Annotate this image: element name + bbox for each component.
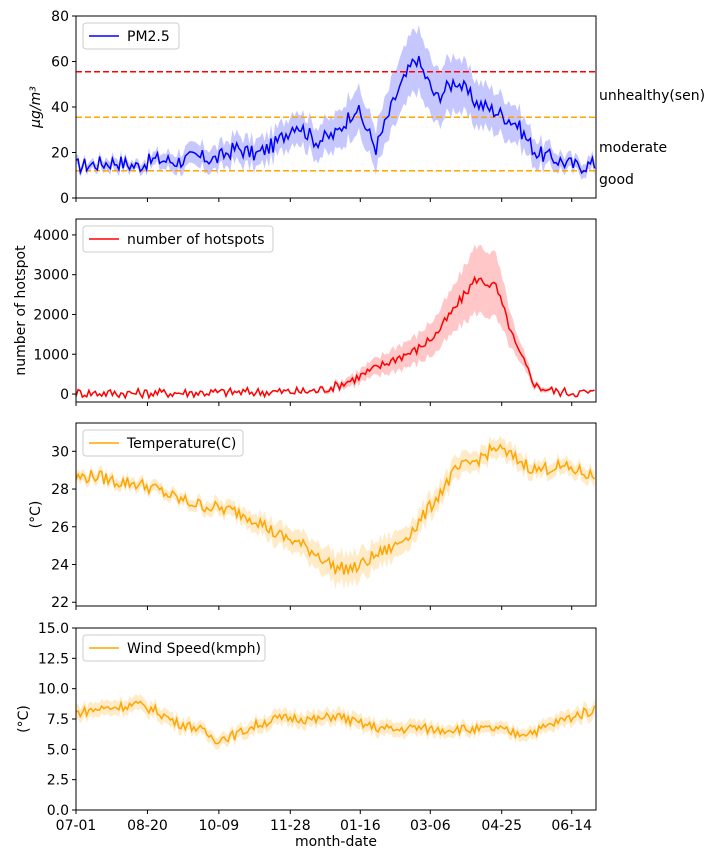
- x-tick-label: 11-28: [270, 818, 311, 834]
- y-axis-label: µg/m³: [28, 86, 44, 129]
- y-tick-label: 60: [51, 55, 69, 71]
- y-tick-label: 12.5: [38, 651, 69, 667]
- y-tick-label: 0: [60, 387, 69, 403]
- y-tick-label: 1000: [33, 347, 69, 363]
- x-tick-label: 07-01: [56, 818, 97, 834]
- legend-label: number of hotspots: [127, 232, 265, 248]
- y-tick-label: 10.0: [38, 682, 69, 698]
- y-axis-label: (°C): [28, 501, 44, 529]
- series-band: [76, 694, 595, 750]
- x-tick-label: 10-09: [199, 818, 240, 834]
- x-axis-label: month-date: [295, 834, 377, 850]
- y-tick-label: 80: [51, 9, 69, 25]
- x-tick-label: 01-16: [340, 818, 381, 834]
- legend-box: [82, 22, 180, 50]
- legend-label: PM2.5: [127, 29, 170, 45]
- legend-box: [82, 634, 266, 662]
- x-tick-label: 03-06: [410, 818, 451, 834]
- panel-1: [72, 15, 597, 202]
- series-line: [75, 55, 596, 176]
- series-line: [75, 442, 596, 576]
- threshold-label: moderate: [599, 140, 667, 156]
- threshold-label: unhealthy(sen): [599, 88, 705, 104]
- legend-box: [82, 429, 244, 457]
- y-tick-label: 0: [60, 191, 69, 207]
- axes-frame: [75, 422, 597, 607]
- x-tick-label: 06-14: [551, 818, 592, 834]
- y-tick-label: 26: [51, 520, 69, 536]
- panel-4: [72, 627, 597, 814]
- y-tick-label: 30: [51, 444, 69, 460]
- y-tick-label: 7.5: [47, 712, 69, 728]
- y-tick-label: 24: [51, 557, 69, 573]
- x-tick-label: 04-25: [481, 818, 522, 834]
- legend-box: [82, 225, 274, 253]
- series-band: [76, 24, 595, 180]
- y-tick-label: 4000: [33, 228, 69, 244]
- y-tick-label: 2.5: [47, 773, 69, 789]
- panel-3: [72, 422, 597, 610]
- y-tick-label: 20: [51, 146, 69, 162]
- x-tick-label: 08-20: [127, 818, 168, 834]
- y-tick-label: 3000: [33, 268, 69, 284]
- threshold-label: good: [599, 172, 634, 188]
- y-tick-label: 5.0: [47, 742, 69, 758]
- y-tick-label: 40: [51, 100, 69, 116]
- y-tick-label: 22: [51, 595, 69, 611]
- legend-label: Temperature(C): [126, 436, 236, 452]
- y-tick-label: 28: [51, 482, 69, 498]
- y-tick-label: 0.0: [47, 803, 69, 819]
- series-band: [76, 244, 595, 399]
- y-axis-label: number of hotspot: [13, 245, 29, 376]
- legend-label: Wind Speed(kmph): [127, 641, 261, 657]
- series-line: [75, 275, 595, 400]
- axes-frame: [75, 218, 597, 403]
- y-tick-label: 15.0: [38, 621, 69, 637]
- panel-2: [72, 218, 597, 406]
- series-line: [75, 700, 596, 745]
- y-tick-label: 2000: [33, 307, 69, 323]
- y-axis-label: (°C): [16, 705, 32, 733]
